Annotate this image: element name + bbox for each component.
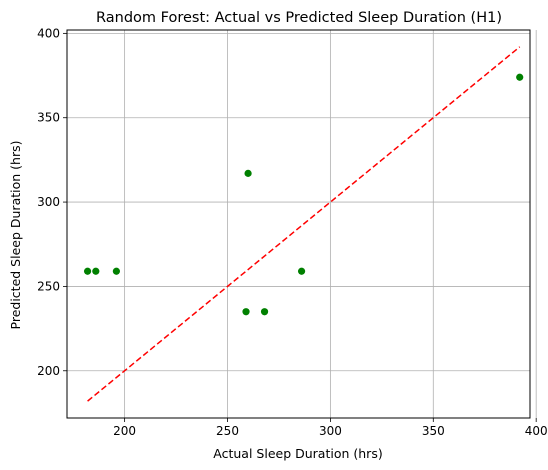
- y-tick-label: 250: [37, 279, 60, 293]
- x-tick-label: 250: [216, 424, 239, 438]
- data-point: [112, 267, 120, 275]
- x-tick-label: 400: [525, 424, 548, 438]
- x-axis-ticks: 200 250 300 350 400: [113, 418, 548, 438]
- data-point: [260, 308, 269, 316]
- data-point: [242, 308, 250, 316]
- y-tick-label: 200: [37, 364, 60, 378]
- x-axis-label: Actual Sleep Duration (hrs): [213, 446, 382, 461]
- x-tick-label: 300: [319, 424, 342, 438]
- chart-title: Random Forest: Actual vs Predicted Sleep…: [96, 10, 502, 26]
- data-point: [244, 169, 252, 177]
- y-tick-label: 400: [37, 26, 60, 40]
- x-tick-label: 350: [422, 424, 445, 438]
- x-tick-label: 200: [113, 424, 136, 438]
- data-point: [297, 267, 306, 275]
- y-tick-label: 300: [37, 195, 60, 209]
- y-axis-label: Predicted Sleep Duration (hrs): [8, 141, 23, 330]
- reference-line: [87, 46, 521, 402]
- data-point: [83, 267, 92, 275]
- y-tick-label: 350: [37, 111, 60, 125]
- data-point: [516, 73, 524, 81]
- y-axis-ticks: 200 250 300 350 400: [37, 26, 67, 378]
- data-point: [92, 267, 100, 275]
- grid-lines: [67, 30, 537, 418]
- data-points: [83, 73, 524, 316]
- plot-frame: [66, 29, 531, 419]
- reference-line-group: [87, 46, 521, 402]
